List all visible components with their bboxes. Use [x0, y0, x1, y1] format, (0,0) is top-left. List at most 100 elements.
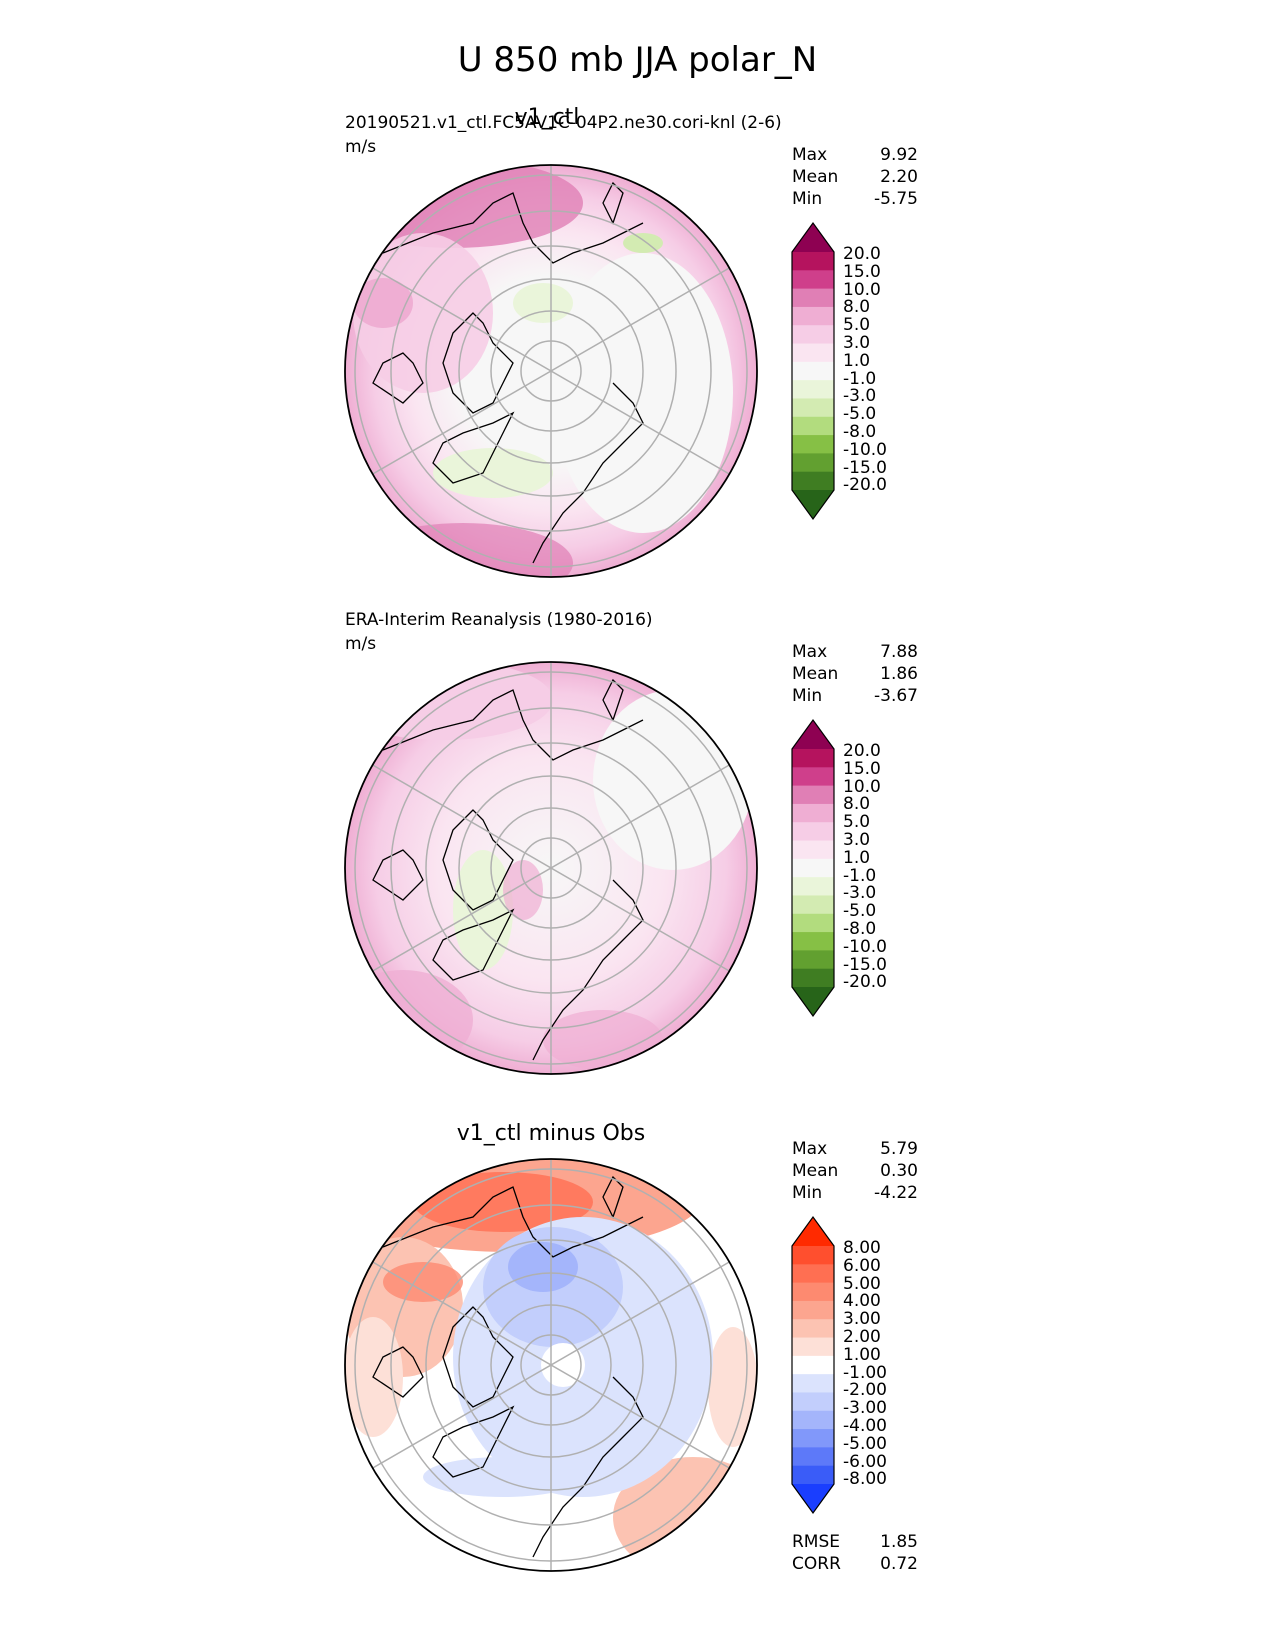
- tick-label: -15.0: [843, 954, 887, 975]
- tick-label: -1.0: [843, 865, 877, 886]
- tick-label: 20.0: [843, 244, 881, 264]
- colorbar-segment: [792, 270, 834, 290]
- colorbar-segment: [792, 895, 834, 915]
- tick-label: 15.0: [843, 261, 881, 282]
- map-boundary: [344, 164, 758, 578]
- field-blob: [513, 283, 573, 323]
- stat-value: 0.72: [880, 1554, 918, 1574]
- panel-1-subtitle: 20190521.v1_ctl.FC5AV1C-04P2.ne30.cori-k…: [345, 113, 782, 133]
- field-blob: [345, 165, 583, 248]
- tick-label: 8.0: [843, 297, 871, 318]
- stat-label: Mean: [792, 1161, 839, 1181]
- tick-label: 6.00: [843, 1255, 881, 1276]
- colorbar-segment: [792, 1264, 834, 1284]
- colorbar-segment: [792, 913, 834, 933]
- colorbar-segment: [792, 767, 834, 787]
- tick-label: -2.00: [843, 1380, 887, 1401]
- tick-label: 10.0: [843, 279, 881, 300]
- field-blob: [383, 1262, 463, 1302]
- colorbar-segment: [792, 361, 834, 381]
- tick-label: -5.0: [843, 404, 877, 425]
- stat-label: RMSE: [792, 1532, 841, 1552]
- colorbar-outline: [791, 1215, 835, 1515]
- tick-label: -1.0: [843, 368, 877, 389]
- coastline: [372, 181, 644, 564]
- stat-value: 1.86: [880, 664, 918, 684]
- stat-value: 9.92: [880, 145, 918, 165]
- tick-label: -8.0: [843, 421, 877, 442]
- stat-value: 1.85: [880, 1532, 918, 1552]
- field-blob: [503, 860, 543, 920]
- colorbar-segment: [792, 1374, 834, 1394]
- panel-3-stats: Max 5.79 Mean 0.30 Min -4.22: [792, 1138, 918, 1204]
- stat-label: Mean: [792, 167, 839, 187]
- tick-label: -6.00: [843, 1451, 887, 1472]
- tick-label: -10.0: [843, 936, 887, 957]
- colorbar-outline: [791, 221, 835, 521]
- colorbar-segment: [792, 288, 834, 308]
- tick-label: -8.00: [843, 1469, 887, 1490]
- field-blob: [543, 1010, 663, 1070]
- panel-2-stats: Max 7.88 Mean 1.86 Min -3.67: [792, 641, 918, 707]
- map-boundary: [344, 1158, 758, 1572]
- colorbar-segment: [792, 1465, 834, 1485]
- tick-label: -20.0: [843, 972, 887, 993]
- tick-label: -3.0: [843, 883, 877, 904]
- colorbar-outline: [791, 718, 835, 1018]
- tick-label: 5.00: [843, 1273, 881, 1294]
- colorbar-segment: [792, 1337, 834, 1357]
- panel-3-colorbar: [791, 1215, 835, 1515]
- stat-label: Max: [792, 145, 828, 165]
- stat-value: 7.88: [880, 642, 918, 662]
- tick-label: -10.0: [843, 439, 887, 460]
- panel-3-colorbar-ticks: 8.00 6.00 5.00 4.00 3.00 2.00 1.00 -1.00…: [843, 1239, 887, 1490]
- graticule: [354, 1159, 748, 1571]
- colorbar-segment: [792, 252, 834, 271]
- field-blob: [353, 278, 413, 328]
- colorbar-segment: [792, 785, 834, 805]
- stat-label: CORR: [792, 1554, 841, 1574]
- tick-label: 1.0: [843, 847, 871, 868]
- tick-label: 5.0: [843, 812, 871, 833]
- stat-value: 5.79: [880, 1139, 918, 1159]
- panel-1-colorbar-ticks: 20.0 15.0 10.0 8.0 5.0 3.0 1.0 -1.0 -3.0…: [843, 244, 887, 496]
- colorbar-segment: [792, 803, 834, 823]
- map-boundary: [344, 661, 758, 1075]
- tick-label: 8.0: [843, 794, 871, 815]
- tick-label: -3.00: [843, 1398, 887, 1419]
- colorbar-extend-top: [792, 223, 834, 252]
- field-blob: [423, 1457, 583, 1497]
- colorbar-segment: [792, 380, 834, 400]
- panel-1-colorbar: [791, 221, 835, 521]
- panel-3-error-stats: RMSE 1.85 CORR 0.72: [792, 1531, 918, 1575]
- tick-label: -1.00: [843, 1362, 887, 1383]
- panel-1-stats: Max 9.92 Mean 2.20 Min -5.75: [792, 144, 918, 210]
- figure-title: U 850 mb JJA polar_N: [457, 40, 818, 80]
- panel-3-title: v1_ctl minus Obs: [456, 1121, 646, 1146]
- panel-2-colorbar-ticks: 20.0 15.0 10.0 8.0 5.0 3.0 1.0 -1.0 -3.0…: [843, 742, 887, 993]
- colorbar-extend-bottom: [792, 490, 834, 519]
- coastline: [372, 1175, 644, 1558]
- colorbar-segment: [792, 822, 834, 842]
- stat-label: Min: [792, 1183, 823, 1203]
- panel-2-map: [344, 661, 758, 1075]
- tick-label: -20.0: [843, 475, 887, 496]
- tick-label: 1.0: [843, 350, 871, 371]
- colorbar-segment: [792, 1410, 834, 1430]
- colorbar-extend-bottom: [792, 1484, 834, 1513]
- colorbar-segment: [792, 343, 834, 363]
- panel-3-map: [344, 1158, 758, 1572]
- field-blob: [353, 523, 573, 577]
- stat-label: Max: [792, 642, 828, 662]
- tick-label: -3.0: [843, 386, 877, 407]
- stat-value: 2.20: [880, 167, 918, 187]
- tick-label: 10.0: [843, 776, 881, 797]
- tick-label: 4.00: [843, 1291, 881, 1312]
- tick-label: -5.0: [843, 901, 877, 922]
- panel-2-colorbar: [791, 718, 835, 1018]
- field-blob: [353, 233, 493, 393]
- colorbar-segment: [792, 877, 834, 897]
- field-blob: [433, 448, 553, 498]
- colorbar-segment: [792, 1300, 834, 1320]
- colorbar-segment: [792, 858, 834, 878]
